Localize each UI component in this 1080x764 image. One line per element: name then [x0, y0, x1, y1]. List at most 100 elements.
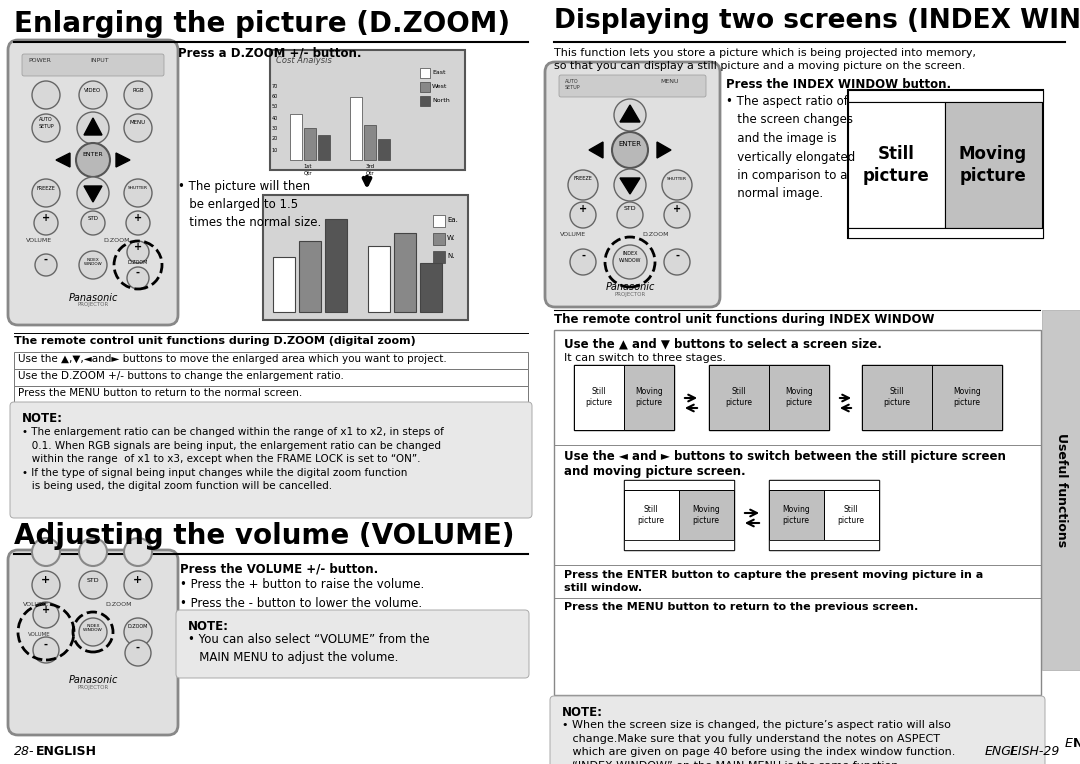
Text: and moving picture screen.: and moving picture screen.	[564, 465, 745, 478]
Text: MENU: MENU	[660, 79, 678, 84]
Text: D.ZOOM: D.ZOOM	[103, 238, 130, 243]
Text: E: E	[1010, 745, 1017, 758]
Circle shape	[125, 640, 151, 666]
Circle shape	[124, 618, 152, 646]
Bar	[554, 330, 1041, 695]
FancyBboxPatch shape	[8, 550, 178, 735]
Bar	[368, 246, 390, 312]
Bar	[1042, 310, 1080, 670]
Text: D.ZOOM: D.ZOOM	[127, 260, 148, 264]
Text: POWER: POWER	[28, 58, 51, 63]
Text: • You can also select “VOLUME” from the
   MAIN MENU to adjust the volume.: • You can also select “VOLUME” from the …	[188, 633, 430, 664]
Bar	[945, 102, 1042, 228]
Text: Press the MENU button to return to the normal screen.: Press the MENU button to return to the n…	[18, 388, 302, 398]
Text: AUTO
SETUP: AUTO SETUP	[38, 118, 54, 128]
Bar	[769, 490, 824, 540]
Bar	[932, 365, 1002, 430]
Bar	[848, 228, 1043, 238]
Text: Moving
picture: Moving picture	[959, 145, 1027, 185]
Circle shape	[35, 254, 57, 276]
Text: • The aspect ratio of
   the screen changes
   and the image is
   vertically el: • The aspect ratio of the screen changes…	[726, 95, 855, 200]
Text: 30: 30	[272, 127, 278, 131]
Text: SHUTTER: SHUTTER	[667, 177, 687, 181]
Text: -: -	[136, 643, 140, 653]
Bar	[708, 365, 769, 430]
FancyBboxPatch shape	[8, 40, 178, 325]
Circle shape	[32, 114, 60, 142]
Bar	[14, 369, 528, 386]
Text: 28-: 28-	[14, 745, 35, 758]
Circle shape	[617, 202, 643, 228]
Text: Still
picture: Still picture	[837, 505, 864, 525]
Text: Still
picture: Still picture	[726, 387, 753, 406]
Circle shape	[570, 249, 596, 275]
Bar	[318, 135, 330, 160]
Bar	[848, 90, 1043, 238]
Bar	[433, 215, 445, 227]
Bar	[573, 365, 674, 430]
Text: Moving
picture: Moving picture	[635, 387, 663, 406]
Text: • Press the + button to raise the volume.
• Press the - button to lower the volu: • Press the + button to raise the volume…	[180, 578, 424, 610]
Text: West: West	[432, 84, 447, 89]
Circle shape	[126, 211, 150, 235]
Text: STD: STD	[623, 206, 636, 212]
Circle shape	[79, 618, 107, 646]
Polygon shape	[84, 118, 102, 135]
Text: NGLISH-29: NGLISH-29	[1074, 737, 1080, 750]
Text: Useful functions: Useful functions	[1054, 433, 1067, 547]
Text: W.: W.	[447, 235, 456, 241]
Text: NOTE:: NOTE:	[188, 620, 229, 633]
Text: Moving
picture: Moving picture	[782, 505, 810, 525]
Bar	[624, 540, 734, 550]
Bar	[420, 96, 430, 106]
Text: N.: N.	[447, 253, 455, 259]
Text: • When the screen size is changed, the picture’s aspect ratio will also
   chang: • When the screen size is changed, the p…	[562, 720, 956, 764]
Polygon shape	[620, 178, 640, 194]
Polygon shape	[56, 153, 70, 167]
Text: 60: 60	[272, 95, 278, 99]
Text: Ea.: Ea.	[447, 217, 458, 223]
Circle shape	[127, 241, 149, 263]
Text: Still
picture: Still picture	[883, 387, 910, 406]
Circle shape	[664, 249, 690, 275]
Circle shape	[612, 132, 648, 168]
Text: VIDEO: VIDEO	[84, 88, 102, 92]
Text: • The picture will then
   be enlarged to 1.5
   times the normal size.: • The picture will then be enlarged to 1…	[178, 180, 321, 229]
Circle shape	[79, 538, 107, 566]
Text: Enlarging the picture (D.ZOOM): Enlarging the picture (D.ZOOM)	[14, 10, 510, 38]
Text: -: -	[44, 640, 48, 650]
Text: 10: 10	[272, 147, 278, 153]
Bar	[420, 82, 430, 92]
Text: ENTER: ENTER	[619, 141, 642, 147]
FancyBboxPatch shape	[10, 402, 532, 518]
Text: still window.: still window.	[564, 583, 643, 593]
Bar	[433, 251, 445, 263]
Text: East: East	[432, 70, 446, 75]
Circle shape	[81, 211, 105, 235]
Polygon shape	[589, 142, 603, 158]
Bar	[679, 490, 734, 540]
Text: Adjusting the volume (VOLUME): Adjusting the volume (VOLUME)	[14, 522, 514, 550]
Circle shape	[32, 81, 60, 109]
Text: INDEX
WINDOW: INDEX WINDOW	[619, 251, 642, 263]
FancyBboxPatch shape	[545, 62, 720, 307]
Text: VOLUME: VOLUME	[28, 632, 51, 637]
Circle shape	[32, 571, 60, 599]
Bar	[824, 490, 879, 540]
Text: VOLUME: VOLUME	[23, 602, 49, 607]
Polygon shape	[84, 186, 102, 202]
Text: It can switch to three stages.: It can switch to three stages.	[564, 353, 726, 363]
Circle shape	[79, 81, 107, 109]
Text: Use the ▲ and ▼ buttons to select a screen size.: Use the ▲ and ▼ buttons to select a scre…	[564, 338, 882, 351]
Circle shape	[33, 637, 59, 663]
Circle shape	[79, 571, 107, 599]
Text: +: +	[673, 204, 681, 214]
Text: +: +	[42, 605, 50, 615]
Circle shape	[32, 538, 60, 566]
Text: +: +	[134, 242, 143, 252]
Bar	[624, 480, 734, 550]
Circle shape	[613, 245, 647, 279]
Text: PROJECTOR: PROJECTOR	[78, 302, 109, 307]
Bar	[573, 365, 624, 430]
Polygon shape	[116, 153, 130, 167]
